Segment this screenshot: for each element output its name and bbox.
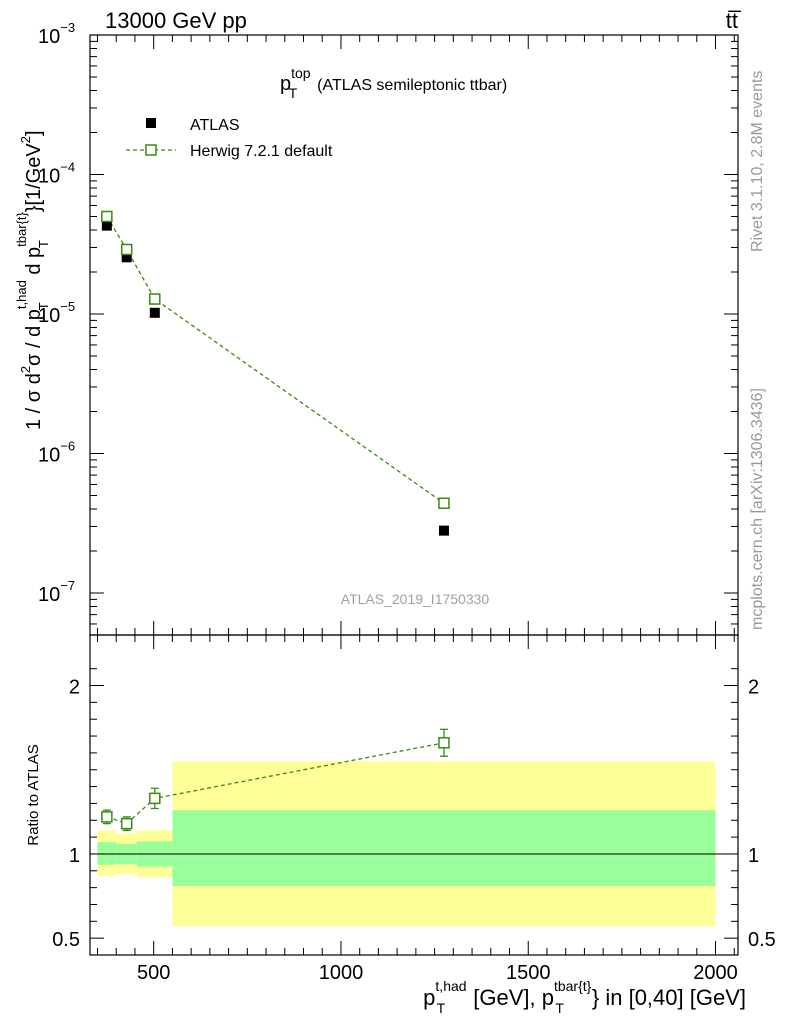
herwig-line [106,216,445,504]
legend-marker-herwig [145,144,157,156]
main-y-tick-label: 10−7 [38,578,75,606]
plot-title: ptop T (ATLAS semileptonic ttbar) [280,65,507,101]
ratio-y-tick-label-right: 0.5 [748,929,776,951]
atlas-point [438,525,449,536]
ratio-bands [97,761,716,927]
main-axis-ticks: 10−7 10−6 10−5 10−4 10−3 [38,20,738,636]
ratio-herwig-point [149,792,161,805]
legend-label-herwig: Herwig 7.2.1 default [190,143,333,160]
rivet-label: Rivet 3.1.10, 2.8M events [749,71,766,252]
mcplots-label: mcplots.cern.ch [arXiv:1306.3436] [749,388,766,630]
main-y-tick-label: 10−5 [38,299,75,327]
atlas-point [121,252,132,263]
analysis-label: ATLAS_2019_I1750330 [341,591,490,607]
main-y-tick-label: 10−6 [38,439,75,467]
title-rest: (ATLAS semileptonic ttbar) [317,77,507,94]
ratio-herwig-point [120,817,133,830]
herwig-point [101,210,113,223]
title-sub: T [289,85,298,101]
title-base: p [280,73,291,95]
ratio-ylabel: Ratio to ATLAS [25,744,42,845]
herwig-point [120,243,133,256]
ratio-y-tick-label-right: 1 [748,845,759,867]
process-label: tt̅ [726,8,742,33]
atlas-point [149,307,160,318]
ratio-plot-frame [89,634,739,956]
ratio-series-layer [101,728,450,832]
title-sup: top [291,65,311,81]
x-tick-label: 500 [137,962,170,984]
ratio-y-tick-label-right: 2 [748,677,759,699]
energy-label: 13000 GeV pp [105,8,247,33]
ratio-herwig-point [101,811,113,823]
legend: ATLAS Herwig 7.2.1 default [126,117,333,160]
atlas-point [101,220,112,231]
legend-marker-atlas [146,118,156,128]
legend-label-atlas: ATLAS [190,117,240,134]
x-tick-label: 2000 [693,962,738,984]
herwig-point [149,293,161,305]
ratio-y-tick-label: 1 [69,845,80,867]
herwig-point [438,497,450,509]
main-plot-frame [89,34,739,636]
ratio-herwig-point [438,737,450,749]
ratio-axis-ticks: 0.5 0.5 1 1 2 2 500 1000 1500 2000 [52,635,776,984]
main-y-tick-label: 10−3 [38,20,75,48]
main-series-layer [101,210,450,536]
ratio-y-tick-label: 2 [69,677,80,699]
ratio-band-inner [172,810,716,886]
x-tick-label: 1000 [319,962,364,984]
ratio-y-tick-label: 0.5 [52,929,80,951]
ratio-herwig-line [106,742,445,825]
x-tick-label: 1500 [506,962,551,984]
main-y-tick-label: 10−4 [38,160,75,188]
